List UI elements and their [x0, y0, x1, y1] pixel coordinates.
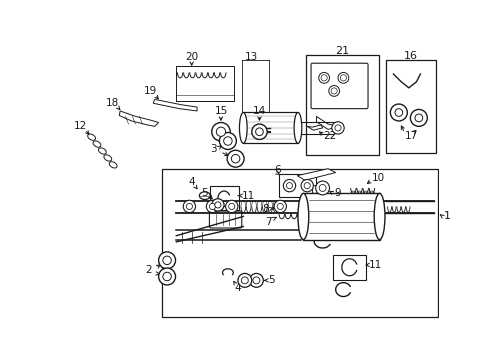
- Ellipse shape: [216, 127, 225, 136]
- Text: 21: 21: [334, 46, 348, 56]
- Bar: [243, 112, 297, 143]
- Bar: [162, 169, 437, 316]
- Text: 11: 11: [242, 191, 255, 201]
- Ellipse shape: [228, 203, 234, 210]
- Ellipse shape: [251, 124, 266, 139]
- Ellipse shape: [158, 268, 175, 285]
- Text: 5: 5: [201, 188, 208, 198]
- Text: 22: 22: [323, 131, 336, 141]
- Ellipse shape: [373, 193, 384, 239]
- Ellipse shape: [297, 193, 308, 239]
- Ellipse shape: [158, 252, 175, 269]
- Text: 7: 7: [265, 217, 271, 227]
- Ellipse shape: [277, 203, 283, 210]
- Ellipse shape: [334, 125, 341, 131]
- Text: 13: 13: [244, 52, 257, 62]
- Ellipse shape: [183, 200, 195, 213]
- Bar: [305, 55, 378, 155]
- Ellipse shape: [321, 75, 326, 81]
- FancyBboxPatch shape: [209, 211, 241, 228]
- Text: 10: 10: [371, 173, 384, 183]
- Ellipse shape: [241, 277, 248, 284]
- Text: 16: 16: [403, 51, 417, 61]
- Text: 11: 11: [367, 260, 381, 270]
- Text: 2: 2: [145, 265, 152, 275]
- Ellipse shape: [211, 199, 224, 211]
- Text: 20: 20: [185, 52, 198, 62]
- Text: 8: 8: [262, 204, 268, 214]
- Text: 9: 9: [334, 188, 341, 198]
- Text: 1: 1: [443, 211, 450, 221]
- Ellipse shape: [283, 180, 295, 192]
- Bar: [279, 174, 316, 197]
- Ellipse shape: [219, 132, 236, 149]
- Ellipse shape: [214, 202, 221, 208]
- Polygon shape: [153, 99, 197, 111]
- Ellipse shape: [209, 203, 215, 210]
- Bar: [303, 193, 379, 239]
- Ellipse shape: [223, 137, 232, 145]
- Text: 12: 12: [73, 121, 86, 131]
- Ellipse shape: [328, 86, 339, 96]
- Ellipse shape: [252, 277, 259, 284]
- Bar: [333, 255, 365, 280]
- Bar: [176, 66, 234, 101]
- Ellipse shape: [315, 181, 329, 195]
- Text: 6: 6: [274, 165, 281, 175]
- Ellipse shape: [239, 112, 246, 143]
- Ellipse shape: [163, 272, 171, 281]
- Text: 17: 17: [404, 131, 417, 141]
- Ellipse shape: [330, 88, 337, 94]
- Text: 18: 18: [105, 98, 119, 108]
- Ellipse shape: [206, 200, 218, 213]
- Ellipse shape: [394, 109, 402, 116]
- Ellipse shape: [163, 256, 171, 265]
- Ellipse shape: [409, 109, 427, 126]
- Text: 15: 15: [214, 106, 227, 116]
- Ellipse shape: [331, 122, 344, 134]
- Text: 3: 3: [209, 144, 216, 154]
- Polygon shape: [316, 116, 339, 130]
- Text: 4: 4: [234, 283, 241, 293]
- Ellipse shape: [238, 274, 251, 287]
- FancyBboxPatch shape: [310, 63, 367, 109]
- Ellipse shape: [304, 183, 310, 189]
- Bar: [385, 60, 435, 153]
- Ellipse shape: [301, 180, 313, 192]
- Ellipse shape: [225, 200, 238, 213]
- Ellipse shape: [249, 274, 263, 287]
- Ellipse shape: [293, 112, 301, 143]
- Bar: [210, 186, 239, 210]
- Ellipse shape: [319, 184, 325, 192]
- Ellipse shape: [414, 114, 422, 122]
- Polygon shape: [297, 169, 335, 180]
- Ellipse shape: [318, 72, 329, 83]
- Ellipse shape: [231, 154, 239, 163]
- Text: 19: 19: [144, 86, 157, 96]
- Ellipse shape: [186, 203, 192, 210]
- Text: 5: 5: [268, 275, 275, 285]
- Ellipse shape: [337, 72, 348, 83]
- Ellipse shape: [340, 75, 346, 81]
- Ellipse shape: [211, 122, 230, 141]
- Ellipse shape: [226, 150, 244, 167]
- Text: 4: 4: [188, 177, 195, 187]
- Ellipse shape: [286, 183, 292, 189]
- Ellipse shape: [255, 128, 263, 136]
- Ellipse shape: [274, 200, 286, 213]
- Ellipse shape: [389, 104, 407, 121]
- Polygon shape: [312, 186, 327, 193]
- Text: 14: 14: [252, 106, 265, 116]
- Polygon shape: [119, 111, 158, 126]
